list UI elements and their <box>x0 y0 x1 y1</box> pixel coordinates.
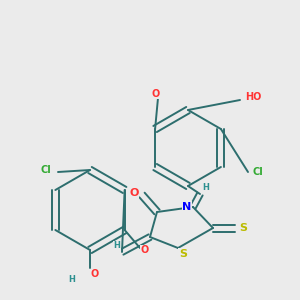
Text: O: O <box>129 188 139 198</box>
Text: O: O <box>91 269 99 279</box>
Text: H: H <box>69 275 75 284</box>
Text: H: H <box>202 184 209 193</box>
Text: O: O <box>141 245 149 255</box>
Text: Cl: Cl <box>253 167 263 177</box>
Text: S: S <box>239 223 247 233</box>
Text: Cl: Cl <box>40 165 51 175</box>
Text: N: N <box>182 202 192 212</box>
Text: H: H <box>114 242 120 250</box>
Text: HO: HO <box>245 92 261 102</box>
Text: O: O <box>152 89 160 99</box>
Text: S: S <box>179 249 187 259</box>
